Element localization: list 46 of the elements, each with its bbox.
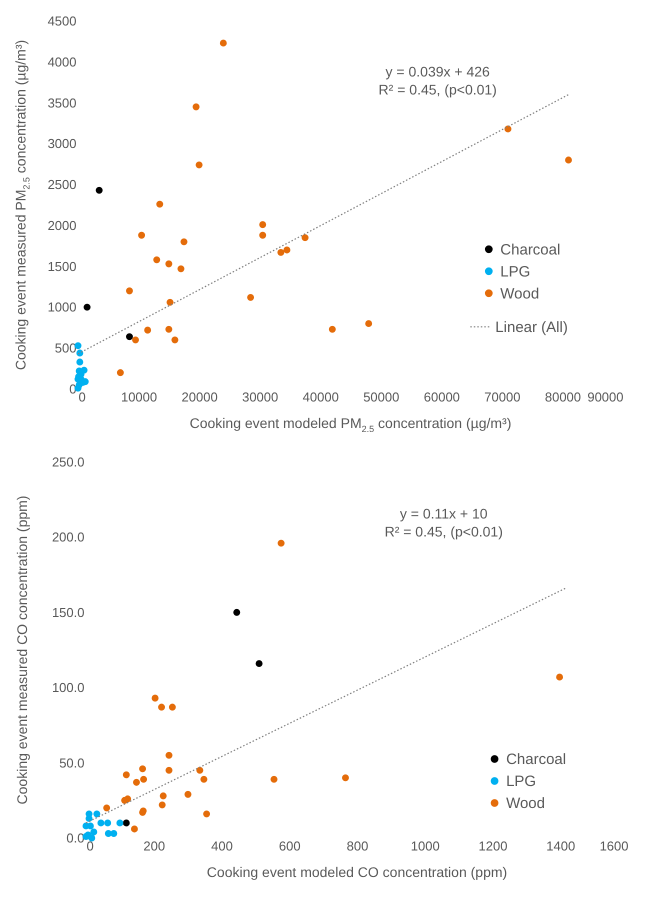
x-tick-label: 200 (143, 838, 166, 854)
y-axis-title: Cooking event measured CO concentration (ppm) (14, 496, 30, 804)
legend-label: Charcoal (500, 241, 560, 258)
legend-label: LPG (506, 773, 536, 790)
y-tick-label: 2500 (48, 177, 76, 192)
y-tick-label: 50.0 (59, 755, 84, 770)
x-tick-label: 90000 (587, 390, 624, 404)
y-tick-label: 200.0 (52, 530, 84, 545)
x-tick-label: 40000 (302, 390, 339, 404)
x-tick-label: 1400 (546, 838, 576, 854)
y-tick-label: 100.0 (52, 680, 84, 696)
annotation: y = 0.039x + 426 (386, 64, 490, 80)
x-tick-label: 1600 (600, 838, 628, 854)
y-tick-label: 4000 (48, 54, 76, 70)
x-tick-label: 60000 (424, 390, 460, 404)
x-tick-label: 70000 (484, 390, 520, 404)
y-tick-label: 3500 (48, 95, 76, 110)
x-tick-label: 1200 (478, 838, 508, 854)
y-tick-label: 2000 (48, 218, 76, 233)
legend-label: LPG (500, 263, 530, 280)
x-tick-label: 800 (346, 838, 368, 854)
legend-label: Wood (506, 795, 545, 812)
x-axis-title: Cooking event modeled PM$_{2.5}$ concentration (µg/m³) (190, 415, 512, 434)
y-tick-label: 1000 (48, 300, 76, 315)
x-tick-label: 600 (278, 838, 301, 854)
annotation: R² = 0.45, (p<0.01) (378, 82, 497, 98)
x-tick-label: 30000 (242, 390, 278, 404)
y-tick-label: 250.0 (52, 454, 84, 470)
legend-label: Wood (500, 285, 540, 302)
y-tick-label: 3000 (48, 136, 76, 152)
annotation: y = 0.11x + 10 (400, 506, 488, 522)
y-tick-label: 1500 (48, 258, 76, 274)
y-tick-label: 4500 (48, 14, 76, 28)
x-tick-label: 10000 (120, 390, 158, 404)
annotation: R² = 0.45, (p<0.01) (384, 524, 503, 540)
y-tick-label: 150.0 (52, 604, 84, 620)
legend-label: Linear (All) (495, 318, 568, 336)
x-tick-label: 80000 (544, 390, 582, 404)
x-tick-label: 50000 (363, 390, 400, 404)
x-tick-label: 0 (86, 838, 94, 854)
x-axis-title: Cooking event modeled CO concentration (ppm) (206, 864, 508, 880)
x-tick-label: 400 (211, 838, 233, 854)
x-tick-label: 1000 (410, 838, 440, 854)
y-tick-label: 500 (54, 340, 76, 356)
x-tick-label: 20000 (182, 390, 218, 404)
legend-label: Charcoal (506, 751, 566, 768)
